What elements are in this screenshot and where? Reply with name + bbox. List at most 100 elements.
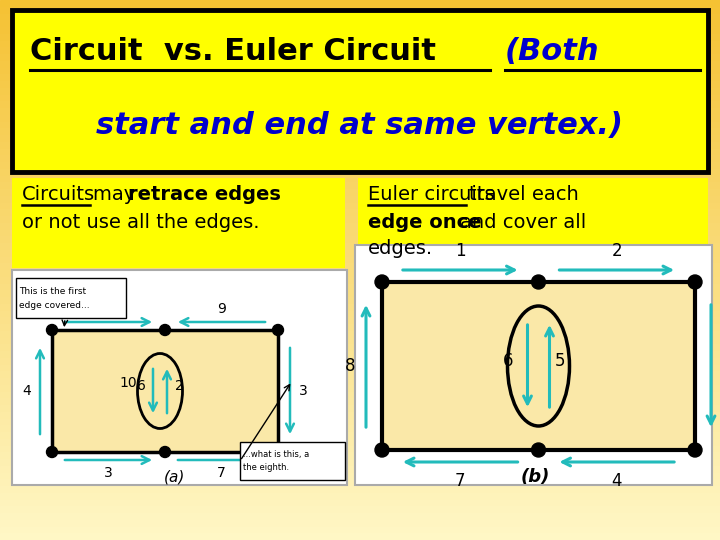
- Text: the eighth.: the eighth.: [243, 463, 289, 472]
- Bar: [0, 507, 720, 513]
- Circle shape: [272, 325, 284, 335]
- Circle shape: [160, 325, 171, 335]
- Text: travel each: travel each: [469, 186, 579, 205]
- Ellipse shape: [508, 306, 570, 426]
- Text: 7: 7: [217, 466, 226, 480]
- Text: 6: 6: [137, 379, 145, 393]
- Bar: [0, 40, 720, 47]
- Text: 3: 3: [104, 466, 113, 480]
- Bar: [0, 54, 720, 60]
- Bar: [0, 317, 720, 324]
- Bar: [0, 399, 720, 405]
- Text: and cover all: and cover all: [460, 213, 586, 232]
- Circle shape: [688, 275, 702, 289]
- Bar: [0, 472, 720, 480]
- Text: 6: 6: [503, 352, 514, 370]
- Bar: [0, 291, 720, 297]
- Ellipse shape: [138, 354, 182, 429]
- Bar: [52, 330, 278, 452]
- Bar: [0, 14, 720, 20]
- Text: 2: 2: [611, 242, 622, 260]
- Bar: [0, 392, 720, 399]
- Bar: [0, 432, 720, 438]
- Bar: [0, 513, 720, 519]
- Bar: [0, 135, 720, 141]
- Bar: [0, 108, 720, 115]
- Bar: [0, 195, 720, 202]
- Bar: [0, 115, 720, 122]
- Bar: [0, 310, 720, 317]
- Bar: [0, 345, 720, 351]
- Bar: [0, 68, 720, 74]
- Bar: [0, 357, 720, 364]
- Bar: [0, 209, 720, 216]
- Text: 5: 5: [555, 352, 566, 370]
- Text: may: may: [93, 186, 142, 205]
- Bar: [0, 230, 720, 237]
- Bar: [0, 168, 720, 176]
- Bar: [0, 446, 720, 453]
- Circle shape: [375, 443, 389, 457]
- Bar: [0, 270, 720, 276]
- Bar: [0, 465, 720, 472]
- Circle shape: [160, 447, 171, 457]
- Bar: [0, 364, 720, 372]
- Bar: [12, 10, 708, 172]
- Text: 9: 9: [217, 302, 226, 316]
- Bar: [0, 338, 720, 345]
- Bar: [0, 237, 720, 243]
- Bar: [0, 74, 720, 81]
- Text: (a): (a): [164, 469, 186, 484]
- Bar: [0, 202, 720, 209]
- Text: or not use all the edges.: or not use all the edges.: [22, 213, 259, 232]
- Bar: [0, 243, 720, 249]
- Bar: [0, 47, 720, 54]
- Text: Circuits: Circuits: [22, 186, 95, 205]
- Bar: [0, 249, 720, 256]
- Bar: [0, 526, 720, 534]
- Text: 3: 3: [299, 384, 307, 398]
- Text: 2: 2: [175, 379, 184, 393]
- Bar: [0, 297, 720, 303]
- Bar: [0, 122, 720, 128]
- Bar: [12, 178, 345, 268]
- Bar: [0, 426, 720, 432]
- Bar: [0, 81, 720, 87]
- Text: start and end at same vertex.): start and end at same vertex.): [96, 111, 624, 139]
- Bar: [0, 534, 720, 540]
- Text: 4: 4: [611, 472, 622, 490]
- Bar: [0, 500, 720, 507]
- Bar: [0, 141, 720, 149]
- Bar: [0, 303, 720, 310]
- Bar: [0, 162, 720, 168]
- Bar: [0, 94, 720, 102]
- Bar: [0, 20, 720, 27]
- Bar: [0, 351, 720, 357]
- Bar: [0, 216, 720, 222]
- Text: 1: 1: [68, 294, 76, 308]
- Bar: [0, 519, 720, 526]
- Bar: [240, 442, 345, 480]
- Bar: [0, 405, 720, 411]
- Bar: [0, 276, 720, 284]
- Bar: [0, 6, 720, 14]
- Circle shape: [375, 275, 389, 289]
- Bar: [0, 438, 720, 445]
- Bar: [0, 418, 720, 426]
- Circle shape: [531, 443, 546, 457]
- Text: edge once: edge once: [368, 213, 482, 232]
- Bar: [0, 189, 720, 195]
- Text: 1: 1: [455, 242, 466, 260]
- Text: 8: 8: [344, 357, 355, 375]
- Bar: [0, 411, 720, 418]
- Bar: [382, 282, 695, 450]
- Bar: [0, 27, 720, 33]
- Circle shape: [688, 443, 702, 457]
- Text: edges.: edges.: [368, 240, 433, 259]
- Bar: [0, 148, 720, 156]
- Bar: [0, 263, 720, 270]
- Bar: [0, 284, 720, 291]
- Bar: [0, 459, 720, 465]
- Bar: [0, 492, 720, 500]
- Bar: [0, 372, 720, 378]
